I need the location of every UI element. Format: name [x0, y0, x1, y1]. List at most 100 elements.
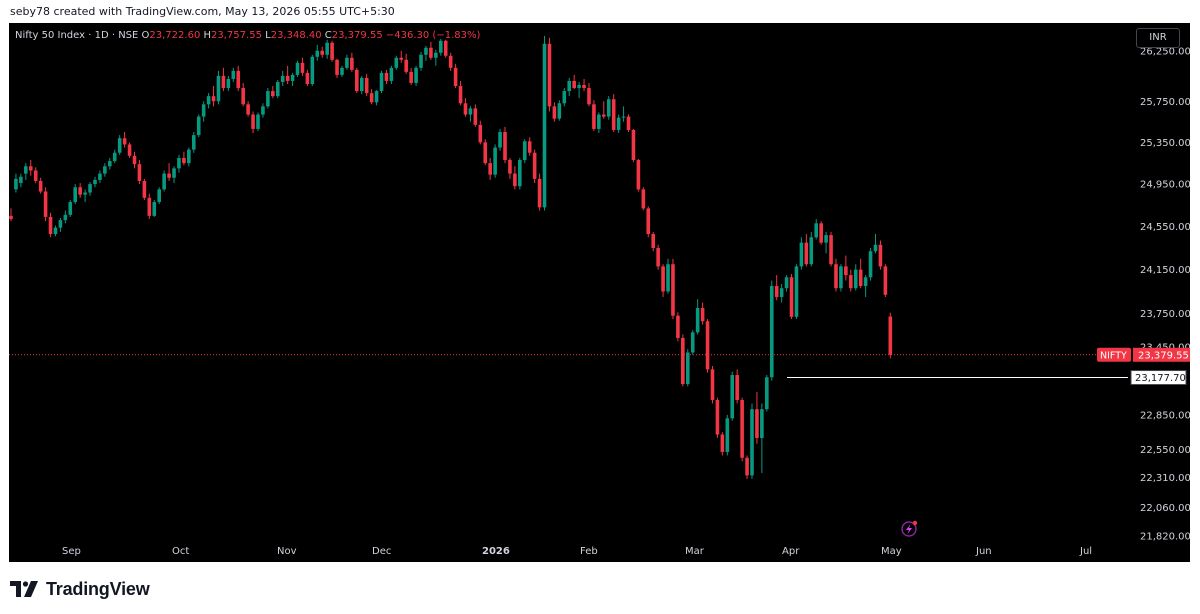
x-tick-label: Apr [782, 546, 800, 557]
candle [389, 65, 394, 84]
candle [636, 158, 641, 192]
candle [340, 65, 344, 77]
candle [478, 120, 483, 145]
candle [196, 114, 201, 138]
candle [522, 139, 527, 164]
candle [829, 231, 833, 267]
candle [602, 101, 606, 119]
candle [760, 403, 764, 473]
credit-text: seby78 created with TradingView.com, May… [10, 5, 395, 18]
x-tick-label: Jul [1079, 546, 1092, 557]
candle [211, 86, 216, 107]
candle [616, 114, 621, 134]
candle [774, 275, 779, 301]
x-tick-label: Mar [685, 546, 705, 557]
candle [266, 88, 270, 109]
candle [661, 264, 665, 297]
candle [122, 132, 127, 148]
candle [28, 160, 33, 176]
candle [182, 151, 186, 166]
candle [88, 182, 92, 196]
candle [473, 104, 478, 127]
candle [157, 187, 161, 205]
tradingview-wordmark: TradingView [46, 578, 150, 599]
candle [384, 69, 389, 84]
x-tick-label: May [881, 546, 902, 557]
candle [112, 149, 117, 164]
candle [552, 102, 557, 122]
candle [513, 166, 517, 190]
candle [172, 166, 176, 184]
candle [236, 65, 241, 92]
candle [305, 69, 310, 87]
candle [414, 65, 418, 87]
candle [562, 88, 567, 107]
chart-panel[interactable]: 26,250.00 25,750.00 25,350.00 24,950.00 24,5… [9, 23, 1190, 562]
candle [63, 210, 68, 224]
candle [839, 264, 843, 292]
candle [592, 100, 596, 131]
candle [542, 35, 547, 211]
candle [690, 330, 695, 355]
candle [78, 183, 82, 198]
candle [765, 375, 769, 412]
x-tick-label: Sep [62, 546, 81, 557]
candle [750, 403, 754, 479]
candle [355, 67, 359, 94]
candle [24, 163, 28, 180]
candle [271, 86, 275, 99]
candles-layer [9, 35, 1128, 537]
candle [177, 154, 181, 173]
level-label[interactable]: 23,177.70 [1130, 370, 1187, 386]
candle [117, 135, 122, 155]
candle [251, 111, 255, 134]
candle [695, 299, 700, 335]
candle [73, 184, 78, 205]
lightning-icon[interactable] [901, 520, 918, 537]
candle [769, 280, 774, 381]
candle [537, 173, 542, 211]
candle [359, 75, 364, 95]
change-value: −436.30 (−1.83%) [385, 30, 481, 41]
candle [483, 139, 488, 166]
candle [345, 54, 349, 70]
close-value: 23,379.55 [331, 30, 383, 41]
candle [152, 199, 157, 217]
candle [434, 49, 438, 66]
candle [68, 199, 73, 217]
candle [246, 101, 250, 117]
candle [671, 258, 675, 320]
candle [58, 217, 63, 232]
candle [488, 157, 492, 180]
tradingview-logo: TradingView [10, 577, 150, 601]
candle [572, 74, 576, 90]
candle [438, 38, 443, 56]
candle [666, 258, 670, 294]
candle [681, 334, 685, 387]
symbol-label[interactable]: Nifty 50 Index · 1D · NSE [15, 30, 139, 41]
candle [409, 67, 413, 85]
x-tick-label: 2026 [482, 546, 510, 557]
candle [231, 67, 236, 82]
currency-button[interactable]: INR [1136, 28, 1180, 48]
candle [463, 98, 468, 117]
candle [310, 54, 315, 87]
candle [631, 128, 636, 163]
candle [206, 93, 211, 109]
candle [779, 283, 784, 303]
candle [547, 37, 552, 112]
candle [275, 79, 280, 99]
plot-area[interactable] [9, 23, 1128, 538]
candle [789, 274, 794, 320]
candle [187, 147, 191, 167]
candle [221, 67, 226, 92]
candle [285, 65, 290, 84]
candle [48, 212, 53, 238]
candle [824, 231, 828, 254]
candle [621, 106, 626, 122]
candle [651, 231, 655, 252]
candle [93, 176, 97, 188]
candle [424, 45, 428, 61]
candle [300, 57, 305, 76]
y-tick-label: 23,750.00 [1140, 309, 1190, 320]
